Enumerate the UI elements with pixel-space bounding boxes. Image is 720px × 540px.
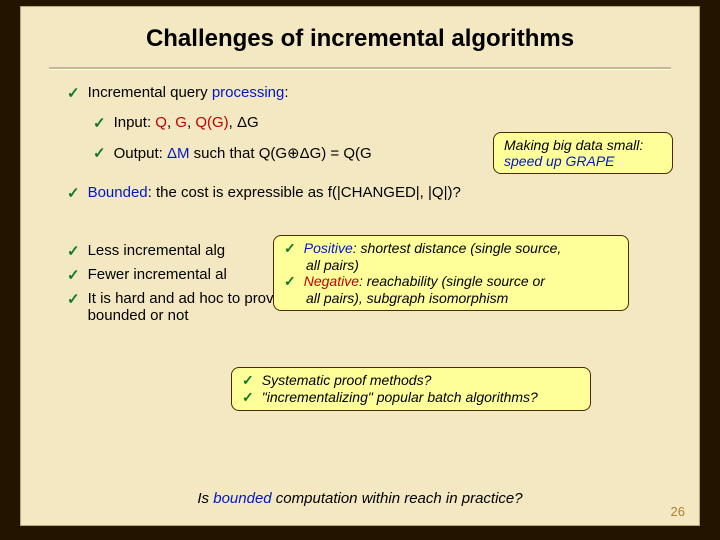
- bullet-bounded: ✓ Bounded: the cost is expressible as f(…: [67, 184, 659, 202]
- row: ✓ "incrementalizing" popular batch algor…: [242, 389, 580, 406]
- check-icon: ✓: [93, 114, 106, 132]
- text: Bounded: the cost is expressible as f(|C…: [88, 184, 461, 201]
- t: Q(G⊕ΔG) = Q(G: [259, 145, 372, 162]
- bullet-input: ✓ Input: Q, G, Q(G), ΔG: [93, 114, 659, 132]
- row: speed up GRAPE: [504, 153, 662, 169]
- page-number: 26: [671, 504, 685, 519]
- check-icon: ✓: [284, 240, 296, 257]
- callout-pos-neg: ✓ Positive: shortest distance (single so…: [273, 235, 629, 311]
- t: all pairs): [306, 257, 618, 273]
- t: ΔM: [167, 145, 190, 162]
- t: processing: [212, 84, 285, 101]
- t: bounded or not: [88, 307, 189, 324]
- t: Input:: [114, 114, 156, 131]
- t: Less incremental alg: [88, 242, 226, 259]
- t: Fewer incremental al: [88, 266, 227, 283]
- text: Output: ΔM such that Q(G⊕ΔG) = Q(G: [114, 144, 372, 162]
- t: computation within reach in practice?: [272, 490, 523, 507]
- text: Incremental query processing:: [88, 84, 289, 101]
- t: such that: [189, 145, 258, 162]
- check-icon: ✓: [67, 84, 80, 102]
- t: ,: [229, 114, 237, 131]
- t: "incrementalizing" popular batch algorit…: [262, 389, 538, 405]
- t: Bounded: [88, 184, 148, 201]
- text: Negative: reachability (single source or: [304, 273, 545, 289]
- callout-questions: ✓ Systematic proof methods? ✓ "increment…: [231, 367, 591, 411]
- text: Input: Q, G, Q(G), ΔG: [114, 114, 259, 131]
- t: Incremental query: [88, 84, 212, 101]
- t: bounded: [213, 490, 271, 507]
- t: G: [175, 114, 187, 131]
- t: Negative: [304, 273, 359, 289]
- t: ΔG: [237, 114, 259, 131]
- t: all pairs), subgraph isomorphism: [306, 290, 618, 306]
- bullet-incremental-processing: ✓ Incremental query processing:: [67, 84, 659, 102]
- check-icon: ✓: [67, 290, 80, 308]
- row: ✓ Positive: shortest distance (single so…: [284, 240, 618, 257]
- check-icon: ✓: [67, 266, 80, 284]
- t: Is: [197, 490, 213, 507]
- t: Q: [155, 114, 167, 131]
- footer-question: Is bounded computation within reach in p…: [21, 490, 699, 507]
- check-icon: ✓: [242, 389, 254, 406]
- t: Output:: [114, 145, 167, 162]
- t: : the cost is expressible as f(|CHANGED|…: [148, 184, 461, 201]
- callout-big-data: Making big data small: speed up GRAPE: [493, 132, 673, 174]
- t: : shortest distance (single source,: [353, 240, 562, 256]
- row: ✓ Systematic proof methods?: [242, 372, 580, 389]
- text: Positive: shortest distance (single sour…: [304, 240, 562, 256]
- check-icon: ✓: [284, 273, 296, 290]
- t: :: [284, 84, 288, 101]
- check-icon: ✓: [242, 372, 254, 389]
- t: Systematic proof methods?: [262, 372, 432, 388]
- row: ✓ Negative: reachability (single source …: [284, 273, 618, 290]
- t: : reachability (single source or: [359, 273, 545, 289]
- slide: Challenges of incremental algorithms ✓ I…: [20, 6, 700, 526]
- check-icon: ✓: [67, 184, 80, 202]
- slide-title: Challenges of incremental algorithms: [21, 7, 699, 53]
- check-icon: ✓: [93, 144, 106, 162]
- t: Q(G): [195, 114, 228, 131]
- t: Making big data small:: [504, 137, 662, 153]
- t: speed up GRAPE: [504, 153, 615, 169]
- t: Positive: [304, 240, 353, 256]
- check-icon: ✓: [67, 242, 80, 260]
